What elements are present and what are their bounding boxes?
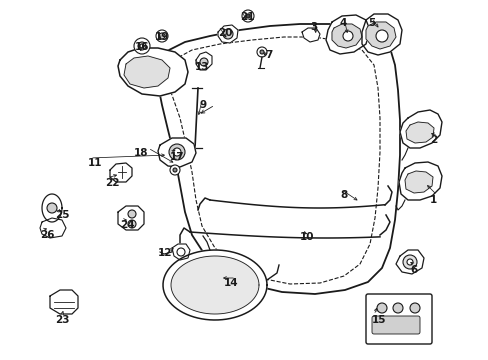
Text: 8: 8 [339, 190, 346, 200]
Polygon shape [398, 162, 441, 200]
Polygon shape [155, 24, 399, 294]
Text: 19: 19 [155, 32, 169, 42]
Text: 10: 10 [299, 232, 314, 242]
Polygon shape [365, 22, 395, 49]
Text: 25: 25 [55, 210, 69, 220]
Text: 5: 5 [367, 18, 374, 28]
Polygon shape [404, 171, 432, 193]
FancyBboxPatch shape [365, 294, 431, 344]
Polygon shape [395, 250, 423, 274]
Polygon shape [196, 52, 212, 70]
Polygon shape [405, 122, 433, 143]
Circle shape [177, 248, 184, 256]
Circle shape [173, 148, 181, 156]
Text: 24: 24 [120, 220, 134, 230]
Polygon shape [361, 14, 401, 55]
Text: 13: 13 [195, 62, 209, 72]
Polygon shape [40, 218, 66, 238]
Circle shape [260, 50, 264, 54]
Text: 3: 3 [309, 22, 317, 32]
Text: 6: 6 [409, 265, 416, 275]
Text: 4: 4 [339, 18, 346, 28]
Polygon shape [302, 28, 319, 42]
Text: 14: 14 [223, 278, 238, 288]
Circle shape [257, 47, 266, 57]
Polygon shape [218, 25, 238, 43]
Text: 9: 9 [200, 100, 207, 110]
Circle shape [406, 259, 412, 265]
Text: 17: 17 [170, 152, 184, 162]
Circle shape [342, 31, 352, 41]
Text: 23: 23 [55, 315, 69, 325]
Text: 7: 7 [264, 50, 272, 60]
Circle shape [376, 303, 386, 313]
Circle shape [402, 255, 416, 269]
Polygon shape [118, 206, 143, 230]
Polygon shape [124, 56, 170, 88]
Polygon shape [158, 138, 196, 167]
Circle shape [128, 220, 136, 228]
Text: 22: 22 [105, 178, 119, 188]
Polygon shape [331, 24, 361, 48]
Polygon shape [110, 163, 132, 182]
Text: 11: 11 [88, 158, 102, 168]
Circle shape [223, 29, 232, 39]
Circle shape [128, 210, 136, 218]
Polygon shape [42, 194, 62, 222]
Circle shape [156, 30, 168, 42]
Circle shape [170, 165, 180, 175]
Circle shape [138, 42, 146, 50]
Polygon shape [399, 110, 441, 148]
Circle shape [134, 38, 150, 54]
FancyBboxPatch shape [371, 316, 419, 334]
Circle shape [47, 203, 57, 213]
Polygon shape [171, 256, 259, 314]
Circle shape [140, 44, 143, 48]
Text: 12: 12 [157, 248, 172, 258]
Polygon shape [163, 250, 266, 320]
Circle shape [242, 10, 253, 22]
Circle shape [375, 30, 387, 42]
Polygon shape [50, 290, 78, 314]
Circle shape [409, 303, 419, 313]
Text: 1: 1 [429, 195, 436, 205]
Text: 15: 15 [371, 315, 386, 325]
Circle shape [173, 168, 177, 172]
Polygon shape [325, 15, 369, 54]
Text: 20: 20 [218, 28, 232, 38]
Text: 16: 16 [135, 42, 149, 52]
Text: 2: 2 [429, 135, 436, 145]
Polygon shape [172, 244, 190, 260]
Polygon shape [118, 48, 187, 96]
Text: 26: 26 [40, 230, 54, 240]
Text: 21: 21 [240, 12, 254, 22]
Circle shape [169, 144, 184, 160]
Circle shape [200, 58, 207, 66]
Text: 18: 18 [133, 148, 148, 158]
Circle shape [392, 303, 402, 313]
Circle shape [245, 14, 249, 18]
Circle shape [159, 33, 164, 39]
